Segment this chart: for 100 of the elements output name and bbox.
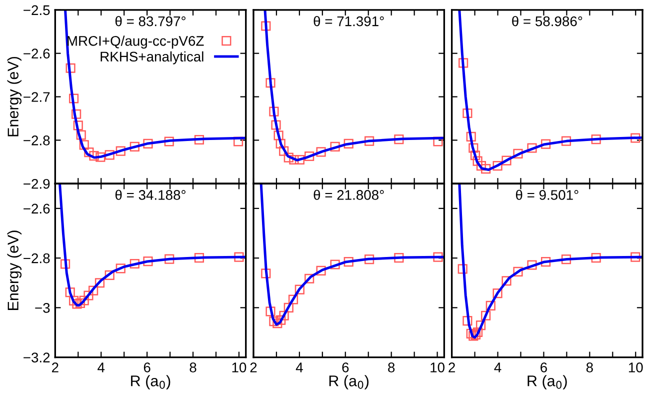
point [72, 109, 82, 119]
point [116, 146, 126, 156]
point [279, 146, 289, 156]
point [540, 139, 551, 149]
point [194, 134, 204, 145]
point [130, 258, 140, 269]
y-axis-title: Energy (eV) [7, 230, 22, 310]
point [466, 132, 476, 142]
x-tick-label: 8 [586, 362, 593, 372]
point [316, 147, 326, 157]
point [276, 138, 286, 148]
point [344, 256, 354, 267]
y-tick-label: −2.8 [24, 253, 50, 264]
point [84, 290, 94, 300]
y-tick-label: −2.6 [24, 204, 50, 214]
chart-title: θ = 9.501° [516, 190, 578, 200]
point [88, 286, 98, 296]
y-tick-label: −2.6 [24, 48, 50, 59]
point [481, 310, 491, 320]
legend-label: RKHS+analytical [100, 51, 204, 64]
point [364, 254, 374, 264]
point [94, 278, 105, 288]
x-axis-title: R (a$_{0}$) [528, 375, 567, 390]
point [476, 320, 486, 330]
point [66, 63, 76, 73]
point [458, 58, 468, 68]
point [269, 106, 279, 116]
point [294, 154, 304, 165]
point [591, 134, 601, 144]
point [130, 142, 140, 152]
point [394, 253, 404, 263]
point [630, 252, 640, 262]
point [75, 298, 85, 308]
y-tick-label: −3.2 [24, 352, 50, 362]
y-tick-label: −2.7 [24, 92, 50, 102]
point [330, 142, 340, 152]
point [561, 254, 572, 264]
x-tick-label: 6 [144, 362, 150, 372]
point [462, 316, 472, 326]
point [104, 270, 114, 280]
x-tick-label: 10 [232, 362, 246, 372]
point [234, 252, 244, 262]
point [104, 150, 114, 160]
point [288, 294, 298, 304]
point [364, 136, 374, 146]
x-tick-label: 6 [540, 362, 547, 372]
point [472, 327, 483, 338]
point [96, 152, 106, 162]
point [468, 143, 478, 153]
point [116, 264, 126, 274]
x-axis-title: R (a$_{0}$) [329, 375, 369, 390]
point [466, 328, 476, 339]
point [68, 94, 79, 104]
point [284, 302, 294, 312]
point [630, 133, 640, 143]
point [60, 259, 70, 269]
point [527, 143, 537, 153]
point [462, 108, 472, 118]
point [72, 299, 82, 309]
point [272, 318, 282, 328]
point [527, 260, 537, 270]
y-axis-title: Energy (eV) [7, 56, 22, 136]
x-tick-label: 4 [98, 362, 105, 372]
point [502, 156, 512, 166]
point [472, 156, 482, 166]
point [269, 316, 279, 326]
x-tick-label: 4 [296, 362, 303, 372]
x-tick-label: 8 [388, 362, 395, 372]
point [271, 120, 281, 130]
x-tick-label: 10 [628, 362, 643, 372]
x-tick-label: 10 [430, 362, 444, 372]
point [394, 134, 404, 144]
point [284, 152, 294, 162]
y-tick-label: −3 [35, 303, 50, 313]
chart-title: θ = 71.391° [314, 16, 384, 26]
point [513, 266, 523, 276]
x-tick-label: 8 [190, 362, 196, 372]
point [65, 288, 75, 298]
y-tick-label: −2.5 [24, 5, 50, 16]
point [276, 315, 286, 325]
point [492, 161, 502, 171]
point [194, 253, 204, 263]
point [261, 268, 271, 278]
point [470, 150, 480, 160]
point [458, 264, 468, 274]
point [344, 138, 354, 148]
point [481, 164, 491, 174]
point [476, 161, 486, 171]
point [294, 284, 304, 294]
point [316, 266, 326, 276]
x-axis-title: R (a$_{0}$) [131, 375, 170, 390]
point [289, 154, 299, 165]
point [433, 136, 443, 146]
point [540, 256, 551, 267]
point [266, 78, 276, 88]
point [79, 296, 89, 306]
point [502, 276, 512, 286]
y-tick-label: −2.8 [24, 136, 50, 146]
point [492, 288, 502, 298]
point [261, 21, 271, 31]
